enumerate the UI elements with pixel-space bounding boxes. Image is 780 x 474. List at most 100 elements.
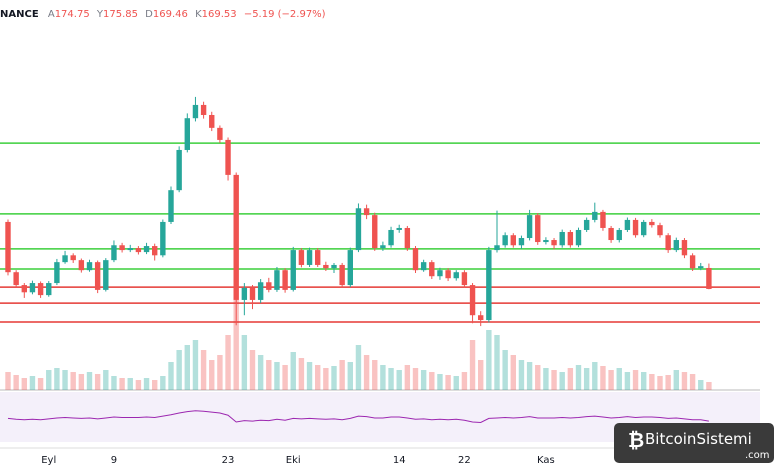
candle-body [290,250,296,290]
volume-bar [526,362,533,390]
volume-bar [420,370,427,390]
volume-bar [592,362,598,390]
candle-body [13,272,19,286]
volume-bar [575,365,582,390]
volume-bar [70,372,76,390]
volume-bar [274,362,280,390]
candle-body [559,231,565,246]
volume-bar [380,365,386,390]
volume-bar [29,376,36,390]
candle-body [200,104,207,115]
candle-body [176,149,182,191]
volume-bar [478,360,484,390]
header: NANCE A174.75 Y175.85 D169.46 K169.53 −5… [0,9,326,20]
candle-body [347,250,353,286]
volume-bar [706,382,712,390]
candle-body [257,282,264,300]
open-label: A [48,9,55,20]
volume-bar [78,374,85,390]
volume-bar [94,374,101,390]
volume-bar [282,365,288,390]
candle-body [380,245,386,249]
volume-bar [62,370,68,390]
candle-body [184,118,190,150]
candle-body [86,262,93,271]
candle-body [217,127,223,140]
candle-body [306,250,313,265]
close-value: 169.53 [202,9,237,20]
x-tick-label: Kas [537,455,555,466]
volume-bar [616,368,622,390]
change: −5.19 (−2.97%) [244,9,326,20]
volume-bar [241,335,248,390]
volume-bar [543,368,549,390]
volume-bar [315,365,321,390]
candle-body [152,246,158,256]
volume-bar [486,330,492,390]
volume-bar [649,374,655,390]
volume-bar [372,360,378,390]
candle-body [567,231,574,246]
candle-body [437,270,443,277]
volume-bar [494,335,500,390]
volume-bar [608,370,614,390]
candle-body [478,315,484,321]
candle-body [583,219,590,230]
candle-body [323,264,329,269]
x-tick-label: 14 [393,455,406,466]
volume-bar [249,350,256,390]
candle-body [46,283,52,296]
candle-body [665,235,671,251]
volume-bar [502,350,508,390]
candle-body [298,250,305,265]
low-value: 169.46 [153,9,188,20]
candle-body [363,208,370,216]
candle-body [706,267,712,289]
x-tick-label: 22 [458,455,471,466]
candle-body [592,211,598,220]
candle-body [502,235,508,246]
candle-body [372,215,378,249]
volume-bar [567,368,574,390]
volume-bar [600,366,606,390]
volume-bar [37,378,44,390]
x-tick-label: 9 [111,455,117,466]
candle-body [160,221,166,256]
watermark-name: BitcoinSistemi [645,430,752,448]
volume-bar [127,378,133,390]
candle-body [119,245,125,251]
volume-bar [103,370,109,390]
candle-body [5,221,11,273]
volume-bar [209,360,215,390]
candle-body [551,240,557,246]
volume-bar [135,380,142,390]
volume-bar [445,375,451,390]
volume-bar [306,362,313,390]
candle-body [445,270,451,279]
volume-bar [632,370,639,390]
candle-body [225,139,231,175]
x-tick-label: Eyl [41,455,56,466]
candle-body [535,215,541,243]
volume-bar [331,366,337,390]
candle-body [518,238,525,246]
volume-bar [355,345,362,390]
volume-bar [535,365,541,390]
candle-body [404,227,411,249]
candle-body [209,114,215,128]
watermark-logo: ₿ [628,428,644,452]
candle-body [78,260,85,271]
candle-body [168,190,174,222]
volume-bar [225,335,231,390]
volume-bar [559,372,565,390]
volume-bar [152,380,158,390]
watermark: ₿ BitcoinSistemi .com [614,423,774,463]
volume-bar [412,368,419,390]
volume-bar [429,372,435,390]
watermark-domain: .com [745,450,770,461]
volume-bar [119,378,125,390]
candle-body [429,262,435,277]
candle-body [681,240,688,256]
x-tick-label: 23 [222,455,235,466]
